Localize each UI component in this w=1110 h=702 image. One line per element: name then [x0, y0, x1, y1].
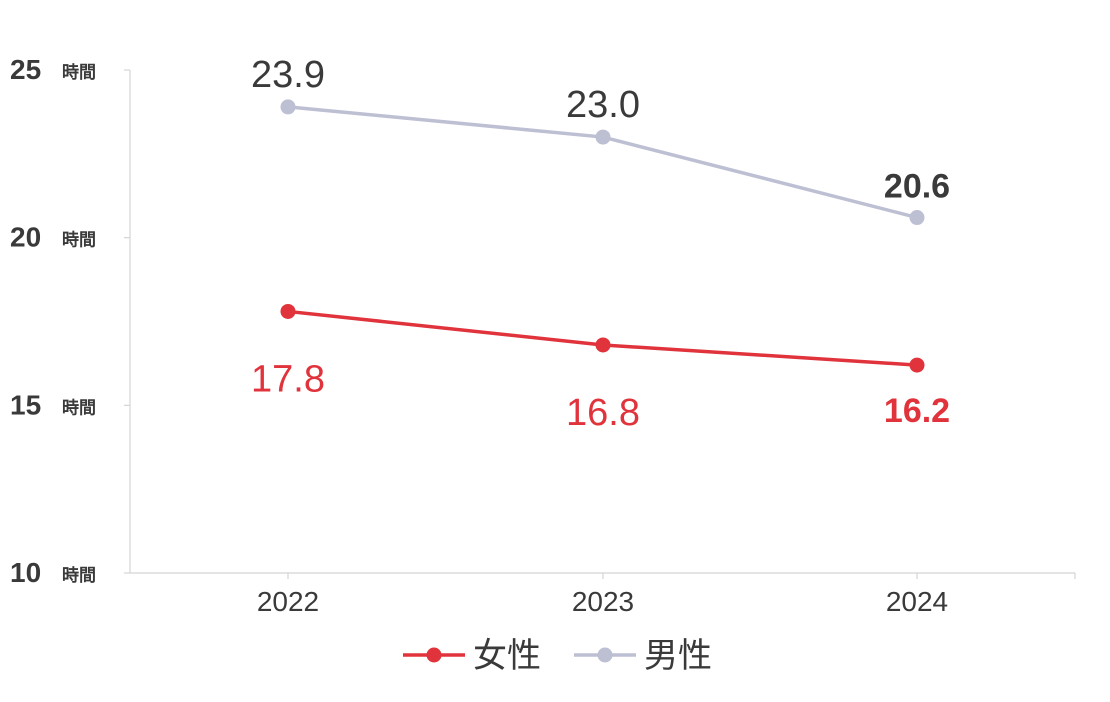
legend-marker: [426, 647, 442, 663]
series-0: 17.8 16.8 16.2: [251, 303, 950, 434]
legend-item-0: 女性: [403, 636, 541, 676]
y-tick-label: 15: [10, 389, 41, 420]
y-tick-unit: 時間: [62, 230, 96, 251]
legend-label: 男性: [644, 636, 712, 676]
x-tick-label: 2022: [257, 586, 319, 617]
data-label: 23.0: [566, 84, 640, 126]
x-tick-label: 2024: [886, 586, 948, 617]
y-tick-unit: 時間: [62, 62, 96, 83]
legend-marker: [597, 647, 613, 663]
axes: [129, 70, 1075, 574]
data-point: [280, 303, 296, 319]
y-tick-label: 25: [10, 54, 41, 85]
data-label: 16.8: [566, 392, 640, 434]
data-label: 17.8: [251, 358, 325, 400]
y-tick-unit: 時間: [62, 565, 96, 586]
y-axis-ticks: 10 時間 15 時間 20 時間 25 時間: [10, 54, 130, 588]
data-label: 20.6: [884, 168, 950, 206]
x-tick-label: 2023: [572, 586, 634, 617]
data-point: [595, 129, 611, 145]
y-tick-unit: 時間: [62, 397, 96, 418]
data-point: [909, 357, 925, 373]
series-1: 23.9 23.0 20.6: [251, 54, 950, 226]
y-tick-label: 20: [10, 222, 41, 253]
data-label: 23.9: [251, 54, 325, 96]
x-axis-ticks: 2022 2023 2024: [257, 573, 1076, 617]
legend-item-1: 男性: [574, 636, 712, 676]
data-label: 16.2: [884, 392, 950, 430]
legend-label: 女性: [473, 636, 541, 676]
legend: 女性 男性: [403, 636, 712, 676]
y-tick-label: 10: [10, 557, 41, 588]
series-group: 17.8 16.8 16.2 23.9 23.0 20.6: [251, 54, 950, 434]
data-point: [909, 210, 925, 226]
data-point: [280, 99, 296, 115]
data-point: [595, 337, 611, 353]
